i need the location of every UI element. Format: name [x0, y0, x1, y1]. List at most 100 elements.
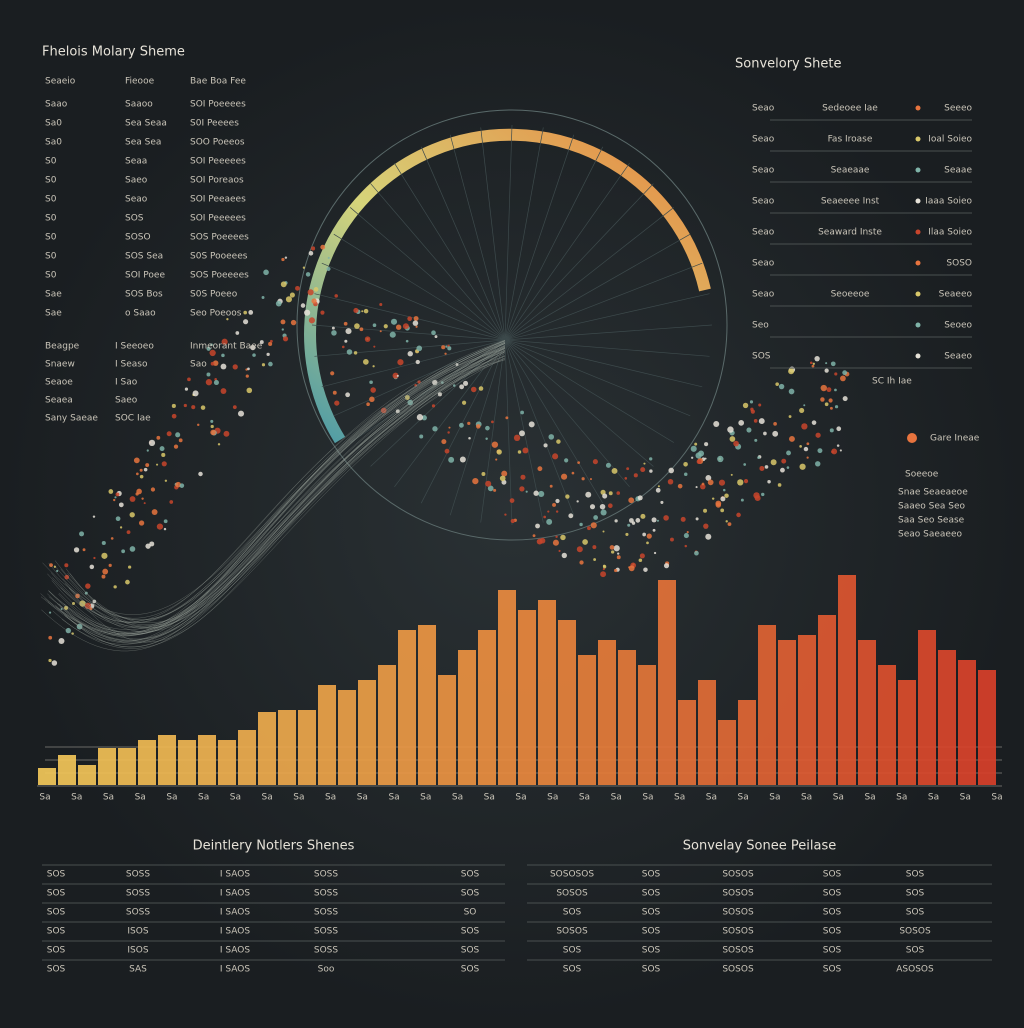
curve	[42, 351, 506, 615]
dot	[609, 545, 615, 550]
dot	[148, 439, 156, 447]
curve	[56, 348, 506, 635]
dot	[161, 452, 166, 458]
list-cell: SOI Poreaos	[190, 176, 244, 186]
spoke	[504, 339, 654, 467]
spoke	[504, 293, 710, 341]
dot	[491, 441, 499, 448]
note-cell: Seaoe	[45, 378, 73, 388]
table-cell: SOSS	[314, 946, 339, 956]
dot	[259, 340, 264, 345]
dot	[724, 493, 729, 498]
bar	[678, 700, 696, 785]
dot	[625, 532, 629, 536]
table-cell: SOSOS	[556, 927, 588, 937]
dot	[809, 361, 813, 365]
dot	[441, 439, 447, 445]
bar	[618, 650, 636, 785]
dot	[421, 415, 427, 421]
curve	[60, 348, 506, 623]
dot	[139, 468, 143, 472]
dot	[126, 530, 131, 535]
dot	[811, 364, 815, 368]
dot	[415, 359, 420, 365]
bar	[698, 680, 716, 785]
dot	[470, 386, 477, 393]
dot	[210, 419, 214, 423]
bar	[198, 735, 216, 785]
dot	[159, 446, 165, 452]
curve	[51, 341, 506, 634]
dot	[694, 550, 699, 556]
spoke	[504, 134, 575, 341]
dot	[535, 523, 540, 529]
list-cell: SOS Bos	[125, 290, 163, 300]
panel-dot	[915, 167, 921, 173]
dot	[432, 426, 438, 432]
list-cell: o Saao	[125, 309, 156, 319]
bar	[878, 665, 896, 785]
dot	[715, 500, 722, 507]
dot	[379, 303, 383, 307]
dot	[115, 492, 120, 497]
bar	[398, 630, 416, 785]
dot	[345, 392, 351, 398]
dot	[459, 456, 466, 463]
dot	[263, 269, 269, 276]
dot	[311, 298, 317, 304]
callout-row: Seao Saeaeeo	[898, 530, 962, 540]
spoke	[504, 324, 713, 341]
list-cell: SOI Peeaees	[190, 195, 246, 205]
dot	[733, 440, 739, 447]
dot	[166, 431, 172, 437]
bar	[958, 660, 976, 785]
dot	[171, 413, 177, 419]
dot	[221, 338, 228, 345]
column-header: Bae Boa Fee	[190, 77, 246, 87]
curve	[58, 349, 506, 635]
table-cell: I SAOS	[220, 889, 250, 899]
dot	[602, 568, 605, 571]
dot	[537, 466, 543, 472]
dot	[221, 353, 225, 358]
dot	[331, 326, 335, 330]
dot	[334, 294, 338, 298]
panel-cell: Seao	[752, 259, 775, 269]
spoke	[504, 339, 674, 443]
dot	[334, 400, 340, 406]
dot	[815, 432, 821, 438]
table-cell: ISOS	[127, 946, 148, 956]
table-cell: SOS	[642, 946, 661, 956]
dot	[695, 486, 698, 489]
table-cell: SOS	[906, 908, 925, 918]
dot	[560, 534, 566, 541]
note-cell: Seaea	[45, 396, 73, 406]
dot	[552, 453, 559, 460]
panel-cell: Seao	[752, 228, 775, 238]
dot	[114, 496, 117, 499]
x-tick-label: Sa	[769, 793, 780, 803]
dot	[711, 497, 715, 500]
dot	[268, 341, 273, 346]
dot	[561, 552, 567, 559]
dot	[93, 556, 96, 560]
dot	[649, 469, 653, 473]
dot	[289, 292, 295, 298]
table-cell: SOS	[47, 965, 66, 975]
dot	[363, 359, 369, 365]
dot	[568, 513, 574, 519]
dot	[373, 345, 376, 348]
bar	[658, 580, 676, 785]
dot	[220, 388, 227, 394]
dot	[803, 446, 809, 452]
dot	[683, 533, 689, 539]
dot	[602, 530, 605, 533]
dot	[280, 319, 286, 325]
table-cell: SOS	[642, 870, 661, 880]
dot	[746, 427, 752, 433]
dot	[353, 307, 359, 314]
dot	[129, 496, 136, 502]
table-cell: SOSS	[314, 908, 339, 918]
dot	[448, 426, 451, 429]
dot	[363, 308, 369, 314]
